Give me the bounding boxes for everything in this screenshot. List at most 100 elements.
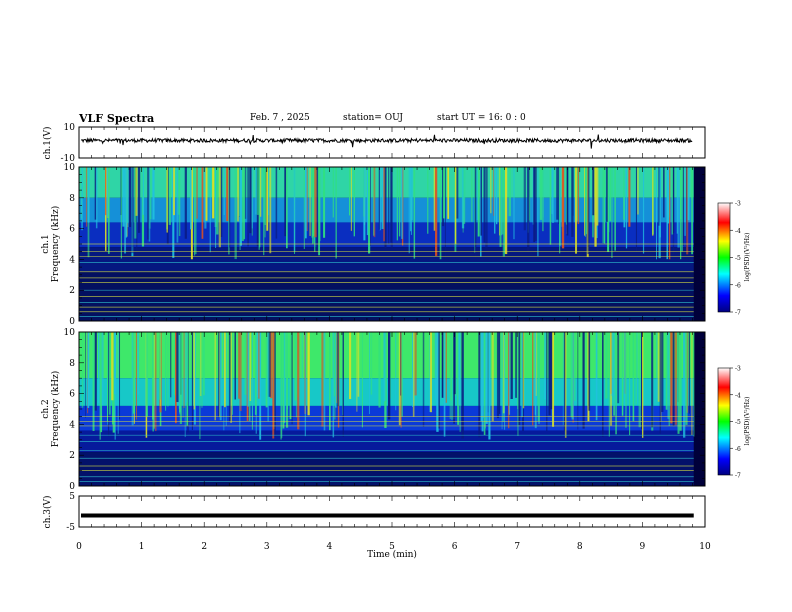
spectrogram-streak <box>670 332 673 424</box>
spectrogram-streak <box>499 167 502 247</box>
spectrogram-streak <box>681 167 683 252</box>
spectrogram-streak <box>349 332 352 400</box>
spectrogram-streak <box>251 167 253 229</box>
spectrogram-streak <box>316 167 319 255</box>
spectrogram-streak <box>106 167 109 217</box>
spectrogram-streak <box>209 167 211 253</box>
spectrogram-streak <box>307 332 310 416</box>
spectrogram-streak <box>687 167 690 221</box>
station-label: station= OUJ <box>343 113 404 123</box>
spectrogram-streak <box>333 332 336 397</box>
spectrogram-streak <box>656 167 657 260</box>
spectrogram-streak <box>241 167 244 242</box>
spectrogram-streak <box>128 167 132 227</box>
spectrogram-streak <box>628 167 631 227</box>
spectrogram-streak <box>609 167 611 222</box>
spectrogram-streak <box>124 167 127 254</box>
spectrogram-band <box>79 452 694 486</box>
spectrogram-streak <box>661 332 664 412</box>
spectrogram-streak <box>502 167 506 257</box>
spectrogram-streak <box>363 167 365 217</box>
spectrogram-streak <box>170 332 172 398</box>
spectrogram-streak <box>528 167 531 221</box>
spectrogram-streak <box>368 332 371 415</box>
spectrogram-streak <box>166 167 169 233</box>
spectrogram-streak <box>559 167 561 254</box>
spectrogram-streak <box>629 332 631 436</box>
spectrogram-streak <box>564 332 567 438</box>
spectrogram-streak <box>642 167 645 254</box>
colorbar-tick-label: -7 <box>735 310 741 317</box>
spectrogram-streak <box>291 332 293 425</box>
spectrogram-streak <box>232 332 233 415</box>
spectrogram-streak <box>249 332 252 402</box>
spectrogram-streak <box>256 332 259 398</box>
spectrogram-streak <box>510 332 513 400</box>
spectrogram-streak <box>632 332 635 422</box>
spectrogram-streak <box>498 332 501 414</box>
spectrogram-streak <box>414 332 417 396</box>
spectrogram-streak <box>108 167 110 254</box>
spectrogram-streak <box>384 167 387 249</box>
spectrogram-streak <box>273 332 276 437</box>
spectrogram-streak <box>239 167 242 246</box>
spectrogram-streak <box>476 167 479 221</box>
start-ut-label: start UT = 16: 0 : 0 <box>437 113 526 123</box>
spectrogram-streak <box>334 332 337 408</box>
spectrogram-streak <box>480 332 483 422</box>
spectrogram-streak <box>400 332 402 428</box>
spectrogram-streak <box>348 167 351 216</box>
spectrogram-streak <box>577 167 580 225</box>
spectrogram-streak <box>332 332 335 438</box>
spectrogram-streak <box>461 332 464 439</box>
ch1-waveform-line <box>80 134 693 149</box>
spectrogram-streak <box>258 332 260 399</box>
chart-title: VLF Spectra <box>79 112 155 125</box>
colorbar-tick-label: -5 <box>735 255 741 262</box>
spectrogram-streak <box>604 167 606 244</box>
date-label: Feb. 7 , 2025 <box>250 113 310 123</box>
spectrogram-streak <box>683 332 686 438</box>
spectrogram-streak <box>611 167 613 258</box>
spectrogram-streak <box>521 332 523 418</box>
spectrogram-streak <box>668 332 670 426</box>
spectrogram-streak <box>243 167 246 240</box>
spectrogram-streak <box>613 332 615 407</box>
spectrogram-streak <box>501 167 504 235</box>
spectrogram-streak <box>332 167 334 218</box>
spectrogram-streak <box>373 167 376 238</box>
colorbar-tick-label: -3 <box>735 201 741 208</box>
spectrogram-streak <box>534 332 536 415</box>
spectrogram-streak <box>481 332 484 432</box>
spectrogram-streak <box>474 167 477 258</box>
spectrogram-streak <box>401 332 403 417</box>
y-tick-label: 2 <box>69 286 75 296</box>
y-tick-label: -10 <box>61 154 76 164</box>
spectrogram-streak <box>401 167 403 239</box>
spectrogram-streak <box>229 167 231 248</box>
spectrogram-streak <box>244 167 247 219</box>
spectrogram-streak <box>693 332 695 437</box>
spectrogram-streak <box>134 167 137 239</box>
y-tick-label: 5 <box>69 492 75 502</box>
spectrogram-streak <box>582 332 585 429</box>
spectrogram-streak <box>523 167 526 231</box>
spectrogram-streak <box>148 167 151 242</box>
spectrogram-streak <box>249 167 252 234</box>
spectrogram-streak <box>436 332 439 432</box>
spectrogram-streak <box>635 167 638 253</box>
spectrogram-streak <box>608 332 610 437</box>
spectrogram-streak <box>108 332 111 415</box>
spectrogram-streak <box>651 332 654 428</box>
spectrogram-streak <box>635 332 637 405</box>
spectrogram-streak <box>85 332 87 418</box>
spectrogram-streak <box>558 167 560 225</box>
spectrogram-streak <box>458 332 461 405</box>
spectrogram-streak <box>304 167 307 239</box>
spectrogram-streak <box>219 332 221 418</box>
spectrogram-streak <box>450 332 452 401</box>
spectrogram-streak <box>395 332 397 411</box>
spectrogram-streak <box>145 332 148 417</box>
spectrogram-streak <box>122 167 125 227</box>
spectrogram-streak <box>517 332 519 410</box>
